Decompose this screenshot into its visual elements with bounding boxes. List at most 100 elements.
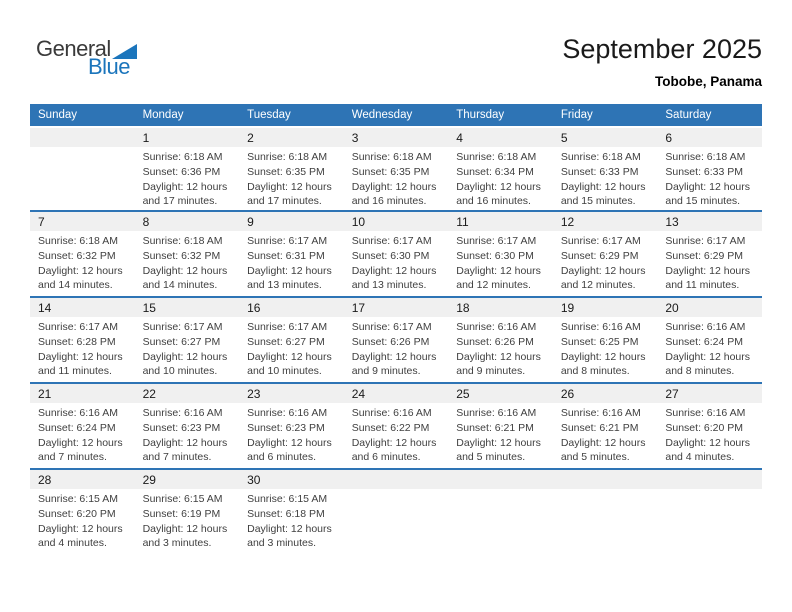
- daylight-line: Daylight: 12 hours: [247, 436, 332, 449]
- daylight-line-2: and 11 minutes.: [665, 279, 740, 292]
- day-cell: 10 Sunrise: 6:17 AM Sunset: 6:30 PM Dayligh…: [343, 211, 449, 297]
- location-subtitle: Tobobe, Panama: [654, 74, 762, 89]
- sunrise-line: Sunrise: 6:17 AM: [142, 321, 223, 333]
- sunrise-line: Sunrise: 6:16 AM: [142, 407, 223, 419]
- day-number-band: [552, 470, 658, 489]
- day-details: Sunrise: 6:16 AM Sunset: 6:24 PM Daylight:…: [657, 317, 762, 379]
- day-details: Sunrise: 6:15 AM Sunset: 6:20 PM Daylight:…: [30, 489, 135, 551]
- daylight-line: Daylight: 12 hours: [351, 180, 437, 193]
- day-cell: 13 Sunrise: 6:17 AM Sunset: 6:29 PM Dayligh…: [657, 211, 762, 297]
- calendar-table: Sunday Monday Tuesday Wednesday Thursday Frid…: [30, 104, 762, 555]
- day-details: Sunrise: 6:18 AM Sunset: 6:34 PM Daylight:…: [448, 147, 553, 209]
- day-number-band: [343, 470, 449, 489]
- daylight-line-2: and 11 minutes.: [38, 365, 112, 378]
- day-cell: 23 Sunrise: 6:16 AM Sunset: 6:23 PM Dayligh…: [239, 383, 344, 469]
- day-details: Sunrise: 6:17 AM Sunset: 6:30 PM Daylight:…: [344, 231, 449, 293]
- day-number-band: 25: [448, 384, 553, 403]
- sunrise-line: Sunrise: 6:17 AM: [665, 235, 746, 247]
- day-number-band: 2: [239, 128, 344, 147]
- sunrise-line: Sunrise: 6:17 AM: [38, 321, 118, 333]
- day-number: 29: [142, 473, 156, 487]
- day-details: Sunrise: 6:16 AM Sunset: 6:20 PM Daylight:…: [657, 403, 762, 465]
- day-number: 25: [456, 387, 470, 401]
- weekday-header-tuesday: Tuesday: [239, 104, 344, 128]
- day-number-band: 3: [343, 128, 449, 147]
- daylight-line: Daylight: 12 hours: [142, 180, 228, 193]
- daylight-line: Daylight: 12 hours: [142, 522, 228, 535]
- sunset-line: Sunset: 6:24 PM: [665, 335, 744, 348]
- daylight-line: Daylight: 12 hours: [560, 264, 646, 277]
- day-number: 3: [351, 131, 359, 145]
- sunrise-line: Sunrise: 6:15 AM: [142, 493, 223, 505]
- day-cell: 22 Sunrise: 6:16 AM Sunset: 6:23 PM Dayligh…: [134, 383, 240, 469]
- day-number: 8: [142, 215, 150, 229]
- day-details: Sunrise: 6:17 AM Sunset: 6:30 PM Daylight:…: [448, 231, 553, 293]
- day-cell: 2 Sunrise: 6:18 AM Sunset: 6:35 PM Daylight…: [239, 127, 344, 211]
- day-number-band: [448, 470, 553, 489]
- day-details: Sunrise: 6:18 AM Sunset: 6:35 PM Daylight:…: [344, 147, 449, 209]
- day-cell: 21 Sunrise: 6:16 AM Sunset: 6:24 PM Dayligh…: [30, 383, 135, 469]
- sunset-line: Sunset: 6:29 PM: [560, 249, 639, 262]
- day-number-band: 18: [448, 298, 553, 317]
- sunrise-line: Sunrise: 6:17 AM: [351, 321, 432, 333]
- sunset-line: Sunset: 6:21 PM: [560, 421, 639, 434]
- daylight-line: Daylight: 12 hours: [560, 350, 646, 363]
- day-number-band: 26: [552, 384, 658, 403]
- daylight-line-2: and 8 minutes.: [665, 365, 735, 378]
- day-cell: 24 Sunrise: 6:16 AM Sunset: 6:22 PM Dayligh…: [343, 383, 449, 469]
- day-number-band: 12: [552, 212, 658, 231]
- day-number: 22: [142, 387, 156, 401]
- day-details: Sunrise: 6:16 AM Sunset: 6:23 PM Daylight:…: [239, 403, 344, 465]
- day-details: Sunrise: 6:16 AM Sunset: 6:25 PM Daylight:…: [553, 317, 658, 379]
- daylight-line-2: and 17 minutes.: [142, 195, 218, 208]
- day-cell: 19 Sunrise: 6:16 AM Sunset: 6:25 PM Dayligh…: [552, 297, 658, 383]
- day-number: 23: [247, 387, 261, 401]
- daylight-line: Daylight: 12 hours: [456, 436, 541, 449]
- daylight-line: Daylight: 12 hours: [560, 180, 646, 193]
- sunset-line: Sunset: 6:19 PM: [142, 507, 221, 520]
- header-titles: September 2025 Tobobe, Panama: [562, 34, 762, 89]
- day-cell: 6 Sunrise: 6:18 AM Sunset: 6:33 PM Daylight…: [657, 127, 762, 211]
- sunrise-line: Sunrise: 6:18 AM: [38, 235, 118, 247]
- day-number: 10: [351, 215, 366, 229]
- weekday-header-row: Sunday Monday Tuesday Wednesday Thursday Frid…: [30, 104, 762, 128]
- sunrise-line: Sunrise: 6:18 AM: [351, 151, 432, 163]
- sunset-line: Sunset: 6:23 PM: [142, 421, 221, 434]
- sunrise-line: Sunrise: 6:16 AM: [560, 321, 641, 333]
- daylight-line-2: and 12 minutes.: [560, 279, 636, 292]
- daylight-line: Daylight: 12 hours: [456, 350, 541, 363]
- sunrise-line: Sunrise: 6:18 AM: [665, 151, 746, 163]
- daylight-line-2: and 7 minutes.: [142, 451, 212, 464]
- sunset-line: Sunset: 6:23 PM: [247, 421, 325, 434]
- sunrise-line: Sunrise: 6:16 AM: [247, 407, 328, 419]
- day-number: 5: [560, 131, 568, 145]
- sunset-line: Sunset: 6:21 PM: [456, 421, 534, 434]
- day-number: 14: [38, 301, 52, 315]
- daylight-line-2: and 9 minutes.: [351, 365, 421, 378]
- week-row: 7 Sunrise: 6:18 AM Sunset: 6:32 PM Daylight…: [30, 211, 762, 297]
- day-cell: 29 Sunrise: 6:15 AM Sunset: 6:19 PM Dayligh…: [134, 469, 240, 555]
- sunrise-line: Sunrise: 6:18 AM: [142, 151, 223, 163]
- day-cell: 26 Sunrise: 6:16 AM Sunset: 6:21 PM Dayligh…: [552, 383, 658, 469]
- daylight-line-2: and 3 minutes.: [142, 537, 212, 550]
- sunset-line: Sunset: 6:36 PM: [142, 165, 221, 178]
- day-number: 18: [456, 301, 470, 315]
- day-details: Sunrise: 6:17 AM Sunset: 6:27 PM Daylight:…: [135, 317, 240, 379]
- day-number: 16: [247, 301, 261, 315]
- day-number-band: 23: [239, 384, 344, 403]
- day-cell: 3 Sunrise: 6:18 AM Sunset: 6:35 PM Daylight…: [343, 127, 449, 211]
- day-number-band: 27: [657, 384, 762, 403]
- day-number-band: 21: [30, 384, 135, 403]
- day-details: Sunrise: 6:15 AM Sunset: 6:18 PM Daylight:…: [239, 489, 344, 551]
- day-cell: 12 Sunrise: 6:17 AM Sunset: 6:29 PM Dayligh…: [552, 211, 658, 297]
- day-details: Sunrise: 6:18 AM Sunset: 6:33 PM Daylight:…: [657, 147, 762, 209]
- day-details: Sunrise: 6:16 AM Sunset: 6:26 PM Daylight:…: [448, 317, 553, 379]
- day-number-band: 7: [30, 212, 135, 231]
- day-cell: 25 Sunrise: 6:16 AM Sunset: 6:21 PM Dayligh…: [448, 383, 553, 469]
- daylight-line-2: and 15 minutes.: [665, 195, 741, 208]
- daylight-line-2: and 15 minutes.: [560, 195, 636, 208]
- sunrise-line: Sunrise: 6:16 AM: [560, 407, 641, 419]
- day-details: Sunrise: 6:17 AM Sunset: 6:29 PM Daylight:…: [553, 231, 658, 293]
- daylight-line: Daylight: 12 hours: [142, 436, 228, 449]
- daylight-line: Daylight: 12 hours: [247, 264, 332, 277]
